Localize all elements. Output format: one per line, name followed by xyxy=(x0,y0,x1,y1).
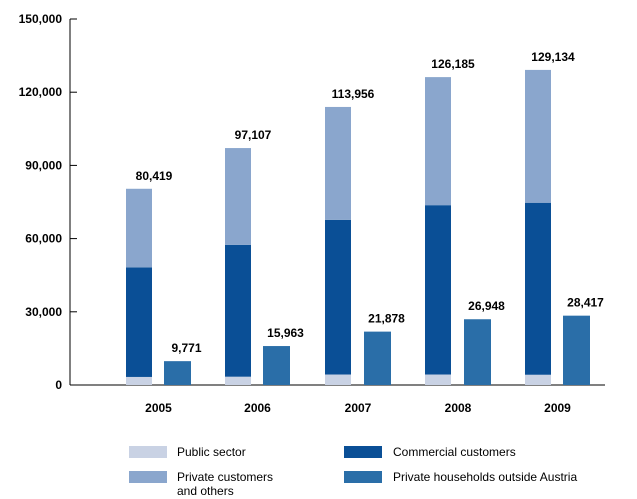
bar-total-label: 126,185 xyxy=(431,57,475,71)
bar-segment xyxy=(225,376,251,385)
bar-segment xyxy=(225,244,251,377)
x-tick-label: 2009 xyxy=(544,401,571,415)
bar-segment xyxy=(525,374,551,385)
bar-value-label: 26,948 xyxy=(468,299,505,313)
y-tick-label: 120,000 xyxy=(19,85,63,99)
bar xyxy=(164,361,191,385)
bar-total-label: 129,134 xyxy=(531,50,575,64)
legend-swatch xyxy=(129,471,167,483)
legend-swatch xyxy=(344,446,382,458)
bar-total-label: 113,956 xyxy=(332,87,375,101)
bar-value-label: 9,771 xyxy=(171,341,201,355)
bar-segment xyxy=(425,374,451,385)
legend: Public sector Commercial customers Private… xyxy=(129,445,577,498)
legend-label: Private households outside Austria xyxy=(393,470,577,484)
bar-segment xyxy=(126,376,152,385)
bar-value-label: 21,878 xyxy=(368,312,405,326)
bar xyxy=(464,319,491,385)
legend-swatch xyxy=(129,446,167,458)
legend-label: Commercial customers xyxy=(393,445,516,459)
bar-segment xyxy=(126,188,152,268)
bar-segment xyxy=(325,374,351,385)
y-tick-label: 60,000 xyxy=(25,232,62,246)
bar-total-label: 80,419 xyxy=(136,169,173,183)
legend-label: Private customers xyxy=(177,470,273,484)
x-tick-label: 2007 xyxy=(345,401,372,415)
data-labels: 80,419 9,771 2005 97,107 15,963 2006 113,956 21… xyxy=(136,50,605,415)
bars xyxy=(126,69,590,385)
bar-segment xyxy=(525,202,551,375)
axes: 0 30,000 60,000 90,000 120,000 150,000 xyxy=(19,12,605,392)
x-tick-label: 2005 xyxy=(145,401,172,415)
bar-segment xyxy=(325,106,351,220)
y-tick-label: 150,000 xyxy=(19,12,63,26)
x-tick-label: 2008 xyxy=(445,401,472,415)
y-tick-label: 0 xyxy=(55,378,62,392)
bar xyxy=(364,331,391,385)
y-tick-label: 30,000 xyxy=(25,305,62,319)
bar-total-label: 97,107 xyxy=(235,128,272,142)
bar xyxy=(563,315,590,385)
bar xyxy=(263,346,290,385)
bar-value-label: 15,963 xyxy=(267,326,304,340)
bar-segment xyxy=(425,205,451,375)
bar-segment xyxy=(425,77,451,206)
y-tick-label: 90,000 xyxy=(25,158,62,172)
x-tick-label: 2006 xyxy=(244,401,271,415)
bar-segment xyxy=(325,219,351,375)
legend-label: Public sector xyxy=(177,445,246,459)
bar-segment xyxy=(225,148,251,245)
bar-value-label: 28,417 xyxy=(567,296,604,310)
bar-segment xyxy=(525,69,551,203)
legend-label: and others xyxy=(177,484,234,498)
bar-segment xyxy=(126,267,152,377)
legend-swatch xyxy=(344,471,382,483)
